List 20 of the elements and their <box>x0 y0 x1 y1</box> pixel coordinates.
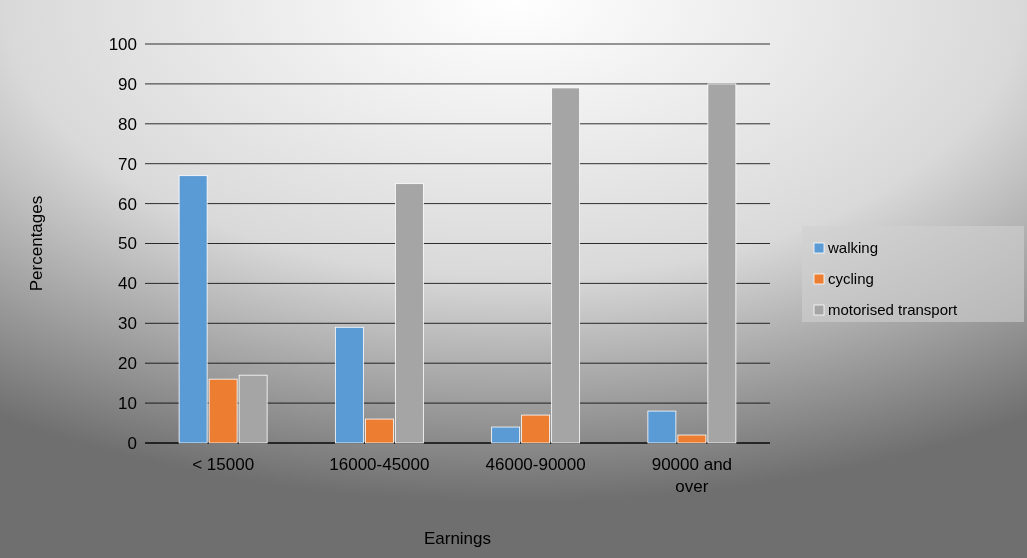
y-tick-label: 80 <box>118 114 137 134</box>
legend-label: motorised transport <box>828 301 959 319</box>
x-tick-label: 16000-45000 <box>329 455 430 474</box>
y-tick-label: 30 <box>118 314 137 334</box>
y-tick-label: 100 <box>108 34 137 54</box>
y-tick-label: 60 <box>118 194 137 214</box>
y-tick-label: 90 <box>118 74 137 94</box>
y-tick-label: 0 <box>127 433 137 453</box>
x-tick-label: 90000 and over <box>651 455 733 496</box>
x-tick-label: 46000-90000 <box>485 455 586 474</box>
y-tick-label: 10 <box>118 394 137 414</box>
legend-label: cycling <box>828 270 874 288</box>
x-tick-label: < 15000 <box>192 455 255 474</box>
y-tick-label: 20 <box>118 354 137 374</box>
y-axis-title: Percentages <box>27 195 46 292</box>
y-tick-label: 70 <box>118 154 137 174</box>
y-tick-label: 40 <box>118 274 137 294</box>
legend-label: walking <box>827 239 879 257</box>
y-tick-label: 50 <box>118 234 137 254</box>
x-axis-title: Earnings <box>423 529 492 548</box>
